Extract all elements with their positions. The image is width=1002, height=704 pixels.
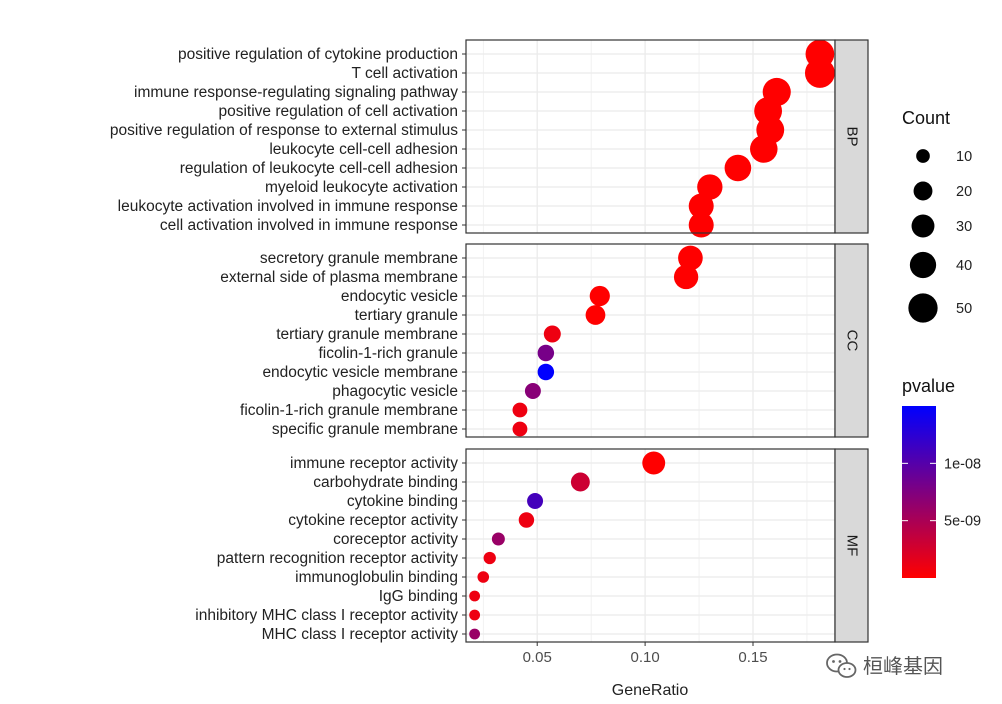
category-label: immune response-regulating signaling pat… <box>134 84 458 101</box>
facet-strip-label: MF <box>844 535 861 557</box>
category-label: specific granule membrane <box>272 421 458 438</box>
data-point <box>589 285 610 307</box>
data-point <box>469 609 481 621</box>
data-point <box>512 402 528 418</box>
category-label: cytokine receptor activity <box>288 512 458 529</box>
color-legend-title: pvalue <box>902 376 955 396</box>
data-point <box>724 154 752 182</box>
size-legend-label: 40 <box>956 258 972 274</box>
category-label: tertiary granule membrane <box>276 326 458 343</box>
data-point <box>512 421 528 437</box>
category-label: coreceptor activity <box>333 531 458 548</box>
category-label: leukocyte activation involved in immune … <box>118 198 458 215</box>
category-label: pattern recognition receptor activity <box>217 550 458 567</box>
size-legend-label: 30 <box>956 219 972 235</box>
color-legend-label: 1e-08 <box>944 456 981 472</box>
category-label: endocytic vesicle membrane <box>262 364 458 381</box>
wechat-icon <box>826 653 857 678</box>
data-point <box>524 383 541 399</box>
x-tick-label: 0.15 <box>738 649 767 666</box>
color-legend-label: 5e-09 <box>944 514 981 530</box>
size-legend-key <box>911 214 935 238</box>
data-point <box>543 325 561 343</box>
data-point <box>688 212 714 238</box>
data-point <box>469 590 481 602</box>
category-label: carbohydrate binding <box>313 474 458 491</box>
facet-panel-bp: positive regulation of cytokine producti… <box>110 39 869 238</box>
facet-strip <box>834 448 869 643</box>
data-point <box>469 628 481 640</box>
category-label: inhibitory MHC class I receptor activity <box>195 607 458 624</box>
category-label: IgG binding <box>379 588 458 605</box>
size-legend-key <box>913 181 933 201</box>
panel-background <box>466 244 835 437</box>
panel-background <box>466 449 835 642</box>
facet-panels: positive regulation of cytokine producti… <box>110 39 869 643</box>
data-point <box>570 472 590 492</box>
category-label: immune receptor activity <box>290 455 458 472</box>
watermark-text: 桓峰基因 <box>863 655 943 678</box>
facet-strip <box>834 39 869 234</box>
category-label: endocytic vesicle <box>341 288 458 305</box>
facet-panel-cc: secretory granule membrane external side … <box>220 243 869 438</box>
category-label: myeloid leukocyte activation <box>265 179 458 196</box>
category-label: tertiary granule <box>355 307 458 324</box>
data-point <box>805 39 835 69</box>
facet-strip <box>834 243 869 438</box>
size-legend-label: 10 <box>956 149 972 165</box>
data-point <box>585 305 606 325</box>
data-point <box>537 363 555 381</box>
facet-panel-mf: immune receptor activity carbohydrate bin… <box>195 448 869 643</box>
data-point <box>477 571 490 583</box>
size-legend: Count 10 20 30 40 50 <box>902 108 972 323</box>
size-legend-key <box>908 293 938 323</box>
data-point <box>527 493 544 509</box>
category-label: MHC class I receptor activity <box>262 626 459 643</box>
color-legend: pvalue 1e-08 5e-09 <box>902 376 981 578</box>
size-legend-title: Count <box>902 108 950 128</box>
data-point <box>483 551 496 565</box>
facet-strip-label: CC <box>844 330 861 352</box>
category-label: cell activation involved in immune respo… <box>160 217 458 234</box>
size-legend-key <box>909 251 937 279</box>
size-legend-label: 20 <box>956 184 972 200</box>
data-point <box>688 193 714 219</box>
category-label: positive regulation of response to exter… <box>110 122 458 139</box>
category-label: positive regulation of cytokine producti… <box>178 46 458 63</box>
data-point <box>491 532 505 546</box>
data-point <box>673 264 699 290</box>
size-legend-key <box>916 149 930 163</box>
x-tick-label: 0.05 <box>523 649 552 666</box>
data-point <box>697 174 723 200</box>
x-axis-title: GeneRatio <box>612 682 689 699</box>
data-point <box>518 512 535 528</box>
color-legend-bar <box>902 406 936 578</box>
facet-strip-label: BP <box>844 126 861 146</box>
category-label: immunoglobulin binding <box>295 569 458 586</box>
watermark: 桓峰基因 <box>826 653 943 678</box>
category-label: ficolin-1-rich granule membrane <box>240 402 458 419</box>
data-point <box>750 135 778 163</box>
category-label: cytokine binding <box>347 493 458 510</box>
x-axis: GeneRatio 0.05 0.10 0.15 <box>523 642 768 699</box>
category-label: positive regulation of cell activation <box>218 103 458 120</box>
category-label: regulation of leukocyte cell-cell adhesi… <box>180 160 458 177</box>
category-label: T cell activation <box>351 65 458 82</box>
data-point <box>678 245 703 271</box>
size-legend-label: 50 <box>956 301 972 317</box>
x-tick-label: 0.10 <box>631 649 660 666</box>
category-label: external side of plasma membrane <box>220 269 458 286</box>
category-label: ficolin-1-rich granule <box>318 345 458 362</box>
category-label: secretory granule membrane <box>260 250 458 267</box>
category-label: phagocytic vesicle <box>332 383 458 400</box>
data-point <box>642 451 666 475</box>
category-label: leukocyte cell-cell adhesion <box>269 141 458 158</box>
data-point <box>537 344 555 362</box>
